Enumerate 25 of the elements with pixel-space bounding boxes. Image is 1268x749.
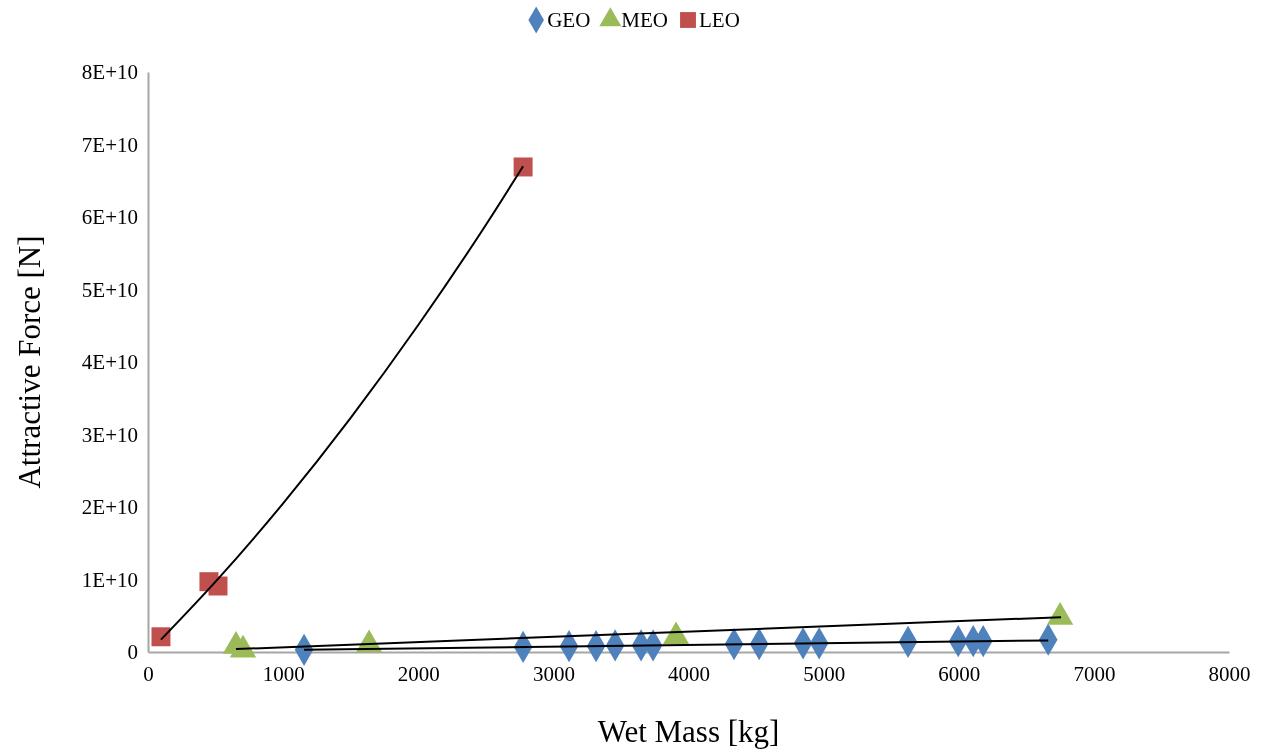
legend-label: GEO: [547, 8, 591, 32]
y-tick-label: 3E+10: [81, 422, 138, 447]
legend-label: MEO: [621, 8, 669, 32]
y-tick-label: 2E+10: [81, 495, 138, 520]
x-tick-label: 8000: [1208, 661, 1251, 686]
legend-label: LEO: [699, 8, 740, 32]
x-tick-label: 4000: [668, 661, 710, 686]
x-tick-label: 6000: [938, 661, 981, 686]
x-axis-title: Wet Mass [kg]: [597, 714, 780, 749]
x-tick-label: 5000: [803, 661, 846, 686]
x-tick-label: 3000: [532, 661, 575, 686]
y-axis-title: Attractive Force [N]: [12, 235, 47, 489]
y-tick-label: 8E+10: [81, 60, 138, 85]
point: [151, 627, 171, 647]
y-tick-label: 4E+10: [81, 350, 138, 375]
x-tick-label: 2000: [397, 661, 440, 686]
x-tick-label: 0: [143, 661, 154, 686]
x-tick-label: 1000: [262, 661, 305, 686]
y-tick-label: 1E+10: [81, 567, 138, 592]
y-tick-label: 6E+10: [81, 205, 138, 230]
y-tick-label: 7E+10: [81, 132, 138, 157]
x-tick-label: 7000: [1073, 661, 1116, 686]
y-tick-label: 0: [127, 640, 138, 665]
y-tick-label: 5E+10: [81, 277, 138, 302]
point: [513, 157, 533, 177]
